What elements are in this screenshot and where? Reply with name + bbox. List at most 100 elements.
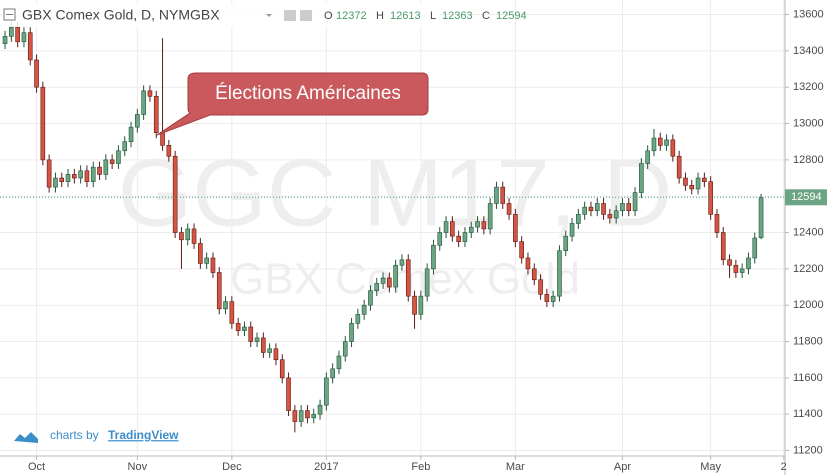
candle-body — [324, 377, 329, 406]
ohlc-readout: O 12372 H 12613 L 12363 C 12594 — [324, 10, 527, 22]
branding-link[interactable]: TradingView — [108, 428, 179, 442]
x-tick-label: Mar — [506, 461, 525, 473]
candle-body — [116, 150, 121, 164]
candle-body — [204, 257, 209, 264]
candle-body — [683, 177, 688, 186]
candle-body — [53, 177, 58, 188]
candle-body — [733, 264, 739, 273]
candle-body — [147, 90, 153, 97]
y-tick-label: 13400 — [793, 45, 824, 57]
candle-body — [702, 177, 707, 182]
dropdown-icon[interactable] — [266, 14, 272, 17]
candle-body — [601, 203, 606, 215]
ohlc-value: 12613 — [390, 10, 421, 22]
candle-body — [65, 174, 71, 182]
candle-body — [651, 137, 657, 152]
ohlc-value: 12594 — [496, 10, 527, 22]
candle-body — [500, 186, 506, 204]
candle-body — [481, 221, 487, 230]
candle-body — [235, 323, 241, 331]
candle-body — [664, 139, 669, 146]
candle-body — [317, 404, 323, 415]
branding-prefix: charts by — [50, 428, 99, 442]
candle-body — [216, 272, 222, 310]
y-tick-label: 12200 — [793, 263, 824, 275]
candle-body — [46, 159, 52, 188]
candle-body — [261, 337, 266, 353]
y-tick-label: 12800 — [793, 154, 824, 166]
y-tick-label: 11400 — [793, 408, 823, 420]
candle-body — [689, 185, 695, 190]
candle-body — [544, 294, 550, 302]
header-bg — [0, 3, 440, 27]
x-tick-label: Oct — [28, 461, 45, 473]
candle-body — [588, 206, 594, 212]
candle-body — [185, 228, 191, 241]
candle-body — [166, 145, 172, 157]
candle-body — [443, 221, 449, 233]
candle-body — [286, 377, 291, 411]
candle-body — [550, 295, 556, 302]
candle-body — [368, 290, 373, 306]
candle-body — [311, 413, 317, 419]
candle-body — [739, 268, 745, 273]
x-tick-label: 2 — [781, 461, 787, 473]
eye-icon[interactable] — [284, 10, 296, 21]
candles — [0, 21, 785, 433]
candle-body — [487, 203, 493, 230]
candle-body — [342, 341, 348, 357]
candle-body — [254, 337, 260, 342]
candle-body — [538, 279, 543, 295]
candle-body — [431, 244, 436, 270]
candle-body — [374, 283, 380, 291]
collapse-icon[interactable] — [3, 8, 16, 21]
candle-body — [424, 268, 430, 297]
candle-body — [242, 326, 247, 331]
candle-body — [613, 210, 619, 219]
last-price-badge — [785, 189, 827, 206]
y-tick-label: 11600 — [793, 372, 823, 384]
candle-body — [97, 166, 102, 175]
candle-body — [569, 223, 575, 237]
y-tick-label: 13200 — [793, 81, 824, 93]
candle-body — [305, 410, 310, 419]
ohlc-label: H — [376, 10, 384, 22]
candle-body — [153, 95, 159, 133]
candle-body — [15, 26, 20, 43]
candle-body — [172, 155, 178, 233]
candle-body — [393, 264, 398, 288]
candle-body — [103, 159, 109, 175]
annotation: Élections Américaines — [215, 83, 401, 104]
candle-body — [380, 277, 386, 284]
candle-body — [746, 257, 751, 270]
candle-body — [513, 214, 518, 242]
x-tick-label: Nov — [128, 461, 148, 473]
candle-body — [437, 232, 443, 246]
candle-body — [412, 295, 417, 315]
candle-body — [405, 259, 411, 297]
y-tick-label: 12000 — [793, 299, 824, 311]
candle-body — [336, 355, 342, 370]
settings-icon[interactable] — [300, 10, 312, 21]
candle-body — [59, 177, 65, 182]
candle-body — [387, 277, 392, 288]
candle-body — [128, 126, 134, 143]
x-tick-label: Feb — [411, 461, 430, 473]
ohlc-label: L — [430, 10, 436, 22]
candle-body — [223, 301, 228, 310]
candle-body — [607, 214, 613, 219]
candle-body — [9, 26, 14, 37]
candle-body — [620, 203, 625, 212]
last-price-label: 12594 — [791, 191, 822, 203]
candle-body — [273, 348, 279, 361]
candle-body — [657, 137, 663, 146]
candle-body — [475, 221, 480, 228]
candle-body — [758, 196, 764, 238]
candle-body — [519, 241, 524, 259]
ohlc-label: C — [482, 10, 490, 22]
candle-body — [582, 206, 587, 215]
candle-body — [160, 132, 165, 146]
watermark: GGC M17, D — [118, 139, 673, 246]
y-tick-label: 12400 — [793, 226, 824, 238]
